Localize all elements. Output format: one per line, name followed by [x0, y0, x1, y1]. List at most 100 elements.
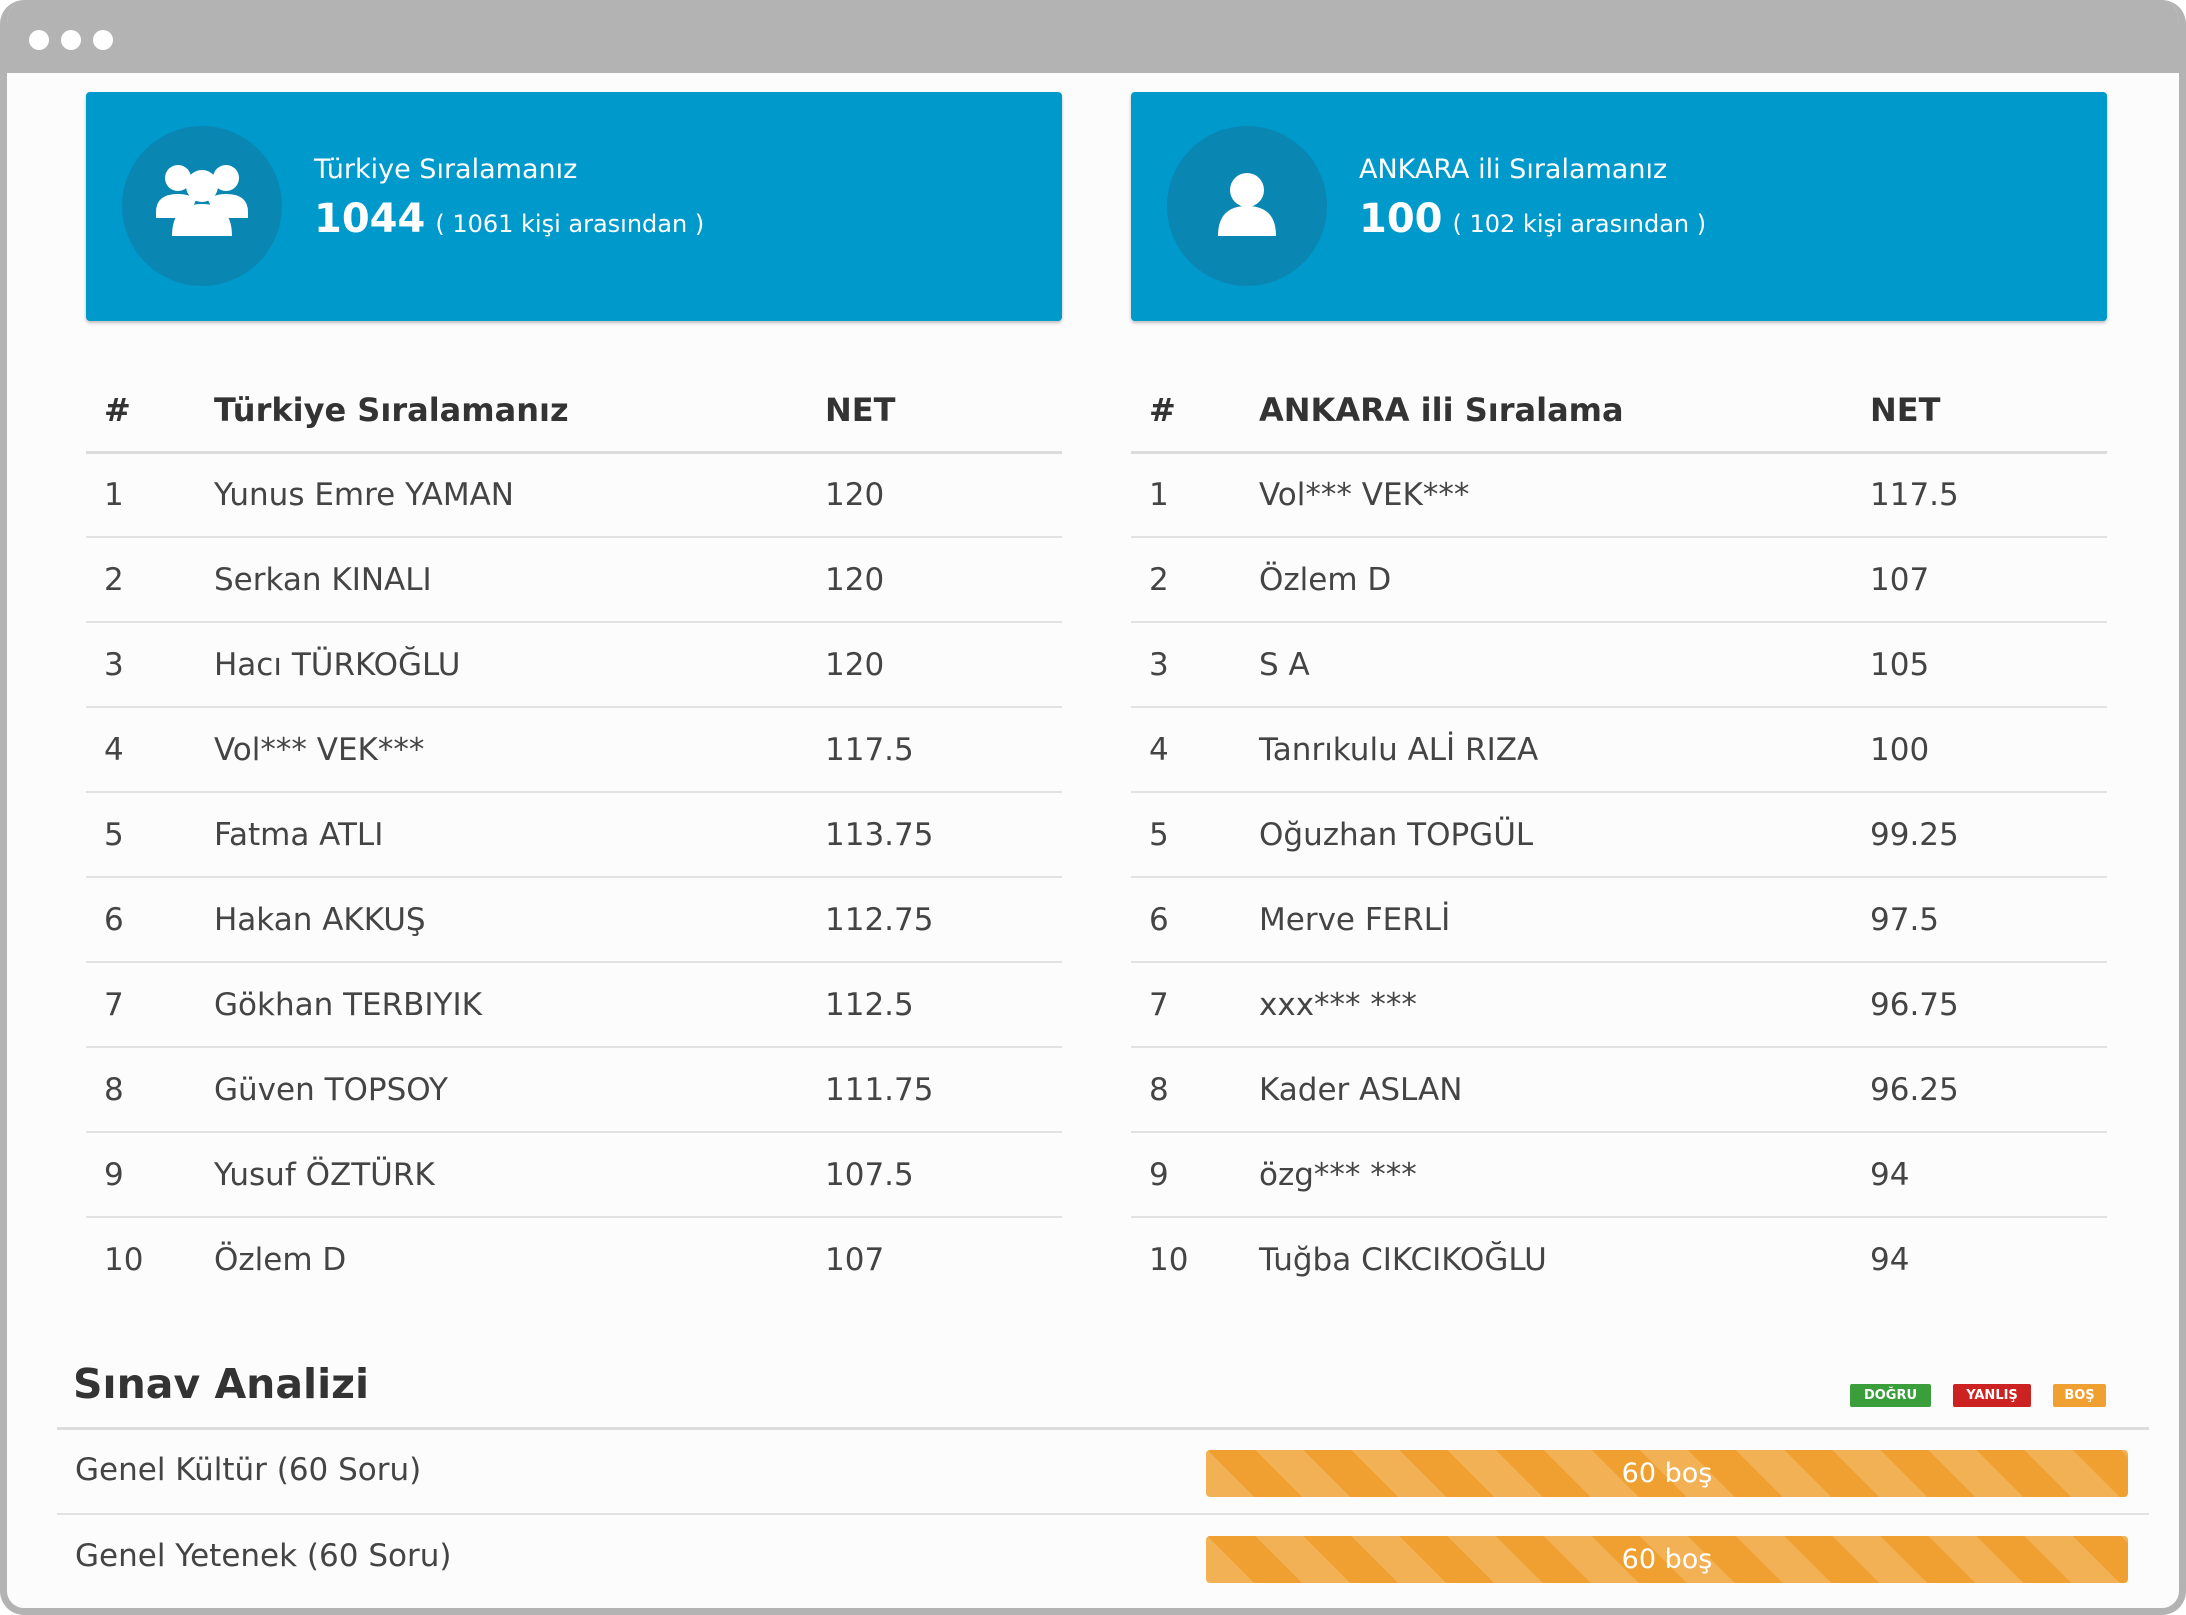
- card-title: ANKARA ili Sıralamanız: [1359, 154, 1668, 185]
- net-cell: 96.75: [1870, 962, 2107, 1048]
- net-cell: 107: [1870, 537, 2107, 623]
- name-cell: Yunus Emre YAMAN: [214, 452, 825, 538]
- card-rank-value: 100: [1359, 196, 1443, 242]
- rank-cell: 4: [86, 707, 214, 793]
- rank-cell: 7: [86, 962, 214, 1048]
- name-cell: Vol*** VEK***: [214, 707, 825, 793]
- rank-cell: 9: [1131, 1132, 1259, 1218]
- column-header: NET: [1870, 370, 2107, 454]
- analysis-row: Genel Yetenek (60 Soru) 60 boş: [57, 1516, 2149, 1601]
- rank-cell: 3: [86, 622, 214, 708]
- column-header: #: [86, 370, 214, 454]
- net-cell: 113.75: [825, 792, 1062, 878]
- net-cell: 111.75: [825, 1047, 1062, 1133]
- blank-progress-bar: 60 boş: [1206, 1450, 2128, 1497]
- table-row: 2 Özlem D 107: [1131, 537, 2107, 623]
- net-cell: 120: [825, 452, 1062, 538]
- name-cell: Serkan KINALI: [214, 537, 825, 623]
- name-cell: Fatma ATLI: [214, 792, 825, 878]
- name-cell: Tanrıkulu ALİ RIZA: [1259, 707, 1870, 793]
- net-cell: 117.5: [1870, 452, 2107, 538]
- table-row: 1 Yunus Emre YAMAN 120: [86, 452, 1062, 538]
- table-row: 9 Yusuf ÖZTÜRK 107.5: [86, 1132, 1062, 1218]
- turkey-table-body: 1 Yunus Emre YAMAN 120 2 Serkan KINALI 120 3 Ha…: [86, 452, 1062, 1302]
- name-cell: Tuğba CIKCIKOĞLU: [1259, 1242, 1547, 1278]
- rank-cell: 5: [86, 792, 214, 878]
- card-title: Türkiye Sıralamanız: [314, 154, 578, 185]
- net-cell: 100: [1870, 707, 2107, 793]
- analysis-divider: [57, 1427, 2149, 1430]
- users-group-icon: [122, 126, 282, 286]
- window-dot-icon[interactable]: [93, 30, 113, 50]
- card-rank-line: 100 ( 102 kişi arasından ): [1359, 196, 1706, 242]
- table-row: 5 Oğuzhan TOPGÜL 99.25: [1131, 792, 2107, 878]
- table-row: 5 Fatma ATLI 113.75: [86, 792, 1062, 878]
- table-row: 9 özg*** *** 94: [1131, 1132, 2107, 1218]
- name-cell: xxx*** ***: [1259, 962, 1870, 1048]
- turkey-ranking-card: Türkiye Sıralamanız 1044 ( 1061 kişi aras…: [86, 92, 1062, 321]
- analysis-row: Genel Kültür (60 Soru) 60 boş: [57, 1430, 2149, 1515]
- window-dot-icon[interactable]: [61, 30, 81, 50]
- name-cell: Özlem D: [214, 1242, 347, 1278]
- table-row: 7 Gökhan TERBIYIK 112.5: [86, 962, 1062, 1048]
- rank-cell: 2: [86, 537, 214, 623]
- rank-cell: 7: [1131, 962, 1259, 1048]
- analysis-row-label: Genel Kültür (60 Soru): [75, 1452, 422, 1488]
- legend-wrong-badge: YANLIŞ: [1953, 1384, 2031, 1407]
- net-cell: 97.5: [1870, 877, 2107, 963]
- column-header: #: [1131, 370, 1259, 454]
- rank-cell: 1: [1131, 452, 1259, 538]
- net-cell: 117.5: [825, 707, 1062, 793]
- net-cell: 105: [1870, 622, 2107, 708]
- name-cell: Güven TOPSOY: [214, 1047, 825, 1133]
- table-row: 3 Hacı TÜRKOĞLU 120: [86, 622, 1062, 708]
- rank-cell: 2: [1131, 537, 1259, 623]
- table-header-row: # Türkiye Sıralamanız NET: [86, 370, 1062, 454]
- city-ranking-table: # ANKARA ili Sıralama NET 1 Vol*** VEK***…: [1131, 370, 2107, 1302]
- legend-blank-badge: BOŞ: [2053, 1384, 2106, 1407]
- net-cell: 94: [1870, 1132, 2107, 1218]
- rank-cell: 9: [86, 1132, 214, 1218]
- table-header-row: # ANKARA ili Sıralama NET: [1131, 370, 2107, 454]
- city-table-body: 1 Vol*** VEK*** 117.5 2 Özlem D 107 3 S A 105 4 Ta…: [1131, 452, 2107, 1302]
- city-ranking-card: ANKARA ili Sıralamanız 100 ( 102 kişi ara…: [1131, 92, 2107, 321]
- table-row: 4 Vol*** VEK*** 117.5: [86, 707, 1062, 793]
- net-cell: 120: [825, 537, 1062, 623]
- window-dot-icon[interactable]: [29, 30, 49, 50]
- name-cell: Gökhan TERBIYIK: [214, 962, 825, 1048]
- card-rank-context: ( 1061 kişi arasından ): [435, 210, 705, 238]
- rank-cell: 8: [1131, 1047, 1259, 1133]
- table-row: 4 Tanrıkulu ALİ RIZA 100: [1131, 707, 2107, 793]
- name-cell: Merve FERLİ: [1259, 877, 1870, 963]
- name-cell: Hakan AKKUŞ: [214, 877, 825, 963]
- table-row: 2 Serkan KINALI 120: [86, 537, 1062, 623]
- net-cell: 94: [1870, 1242, 1910, 1278]
- rank-cell: 10: [1149, 1242, 1189, 1278]
- name-cell: özg*** ***: [1259, 1132, 1870, 1218]
- table-row: 8 Kader ASLAN 96.25: [1131, 1047, 2107, 1133]
- name-cell: Yusuf ÖZTÜRK: [214, 1132, 825, 1218]
- card-rank-context: ( 102 kişi arasından ): [1452, 210, 1707, 238]
- name-cell: Özlem D: [1259, 537, 1870, 623]
- analysis-title: Sınav Analizi: [73, 1360, 370, 1408]
- net-cell: 120: [825, 622, 1062, 708]
- legend-correct-badge: DOĞRU: [1850, 1384, 1931, 1407]
- table-row: 6 Hakan AKKUŞ 112.75: [86, 877, 1062, 963]
- table-row: 10 Özlem D 107: [86, 1217, 1062, 1302]
- table-row: 10 Tuğba CIKCIKOĞLU 94: [1131, 1217, 2107, 1302]
- name-cell: Vol*** VEK***: [1259, 452, 1870, 538]
- table-row: 6 Merve FERLİ 97.5: [1131, 877, 2107, 963]
- name-cell: Oğuzhan TOPGÜL: [1259, 792, 1870, 878]
- rank-cell: 5: [1131, 792, 1259, 878]
- rank-cell: 8: [86, 1047, 214, 1133]
- net-cell: 107.5: [825, 1132, 1062, 1218]
- column-header: Türkiye Sıralamanız: [214, 370, 825, 454]
- turkey-ranking-table: # Türkiye Sıralamanız NET 1 Yunus Emre YA…: [86, 370, 1062, 1302]
- rank-cell: 6: [1131, 877, 1259, 963]
- name-cell: Hacı TÜRKOĞLU: [214, 622, 825, 708]
- table-row: 7 xxx*** *** 96.75: [1131, 962, 2107, 1048]
- analysis-row-label: Genel Yetenek (60 Soru): [75, 1538, 452, 1574]
- net-cell: 112.75: [825, 877, 1062, 963]
